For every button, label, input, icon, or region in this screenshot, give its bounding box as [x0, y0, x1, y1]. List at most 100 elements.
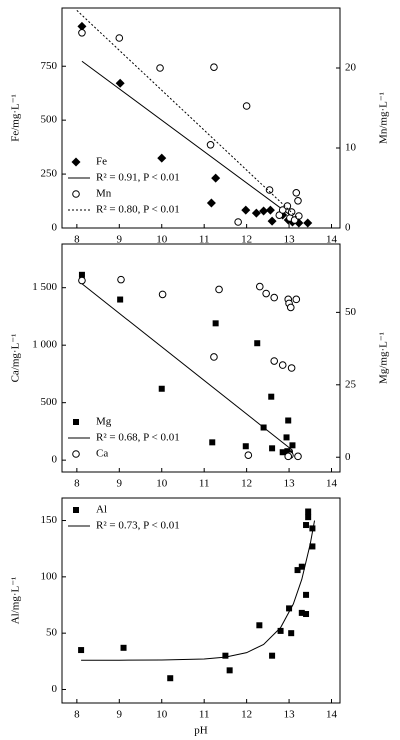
data-point: [210, 63, 218, 71]
data-point: [303, 218, 313, 228]
data-point: [210, 353, 218, 361]
y-tick-label: 1 500: [32, 281, 57, 293]
x-tick-label: 13: [284, 709, 296, 721]
legend-label: Mn: [96, 188, 112, 200]
y-tick-label: 0: [52, 454, 58, 466]
x-tick-label: 8: [74, 709, 80, 721]
plot-frame: [61, 243, 341, 473]
x-tick-label: 12: [241, 709, 252, 721]
x-tick-label: 12: [241, 478, 252, 490]
data-point: [287, 364, 296, 372]
data-point: [256, 622, 263, 629]
data-point: [241, 205, 251, 215]
data-point: [277, 627, 284, 634]
data-point: [158, 290, 167, 299]
data-point: [158, 385, 165, 392]
x-tick-label: 8: [74, 478, 80, 490]
data-point: [77, 21, 87, 31]
x-tick-label: 12: [241, 234, 252, 246]
x-tick-label: 10: [156, 478, 168, 490]
y-tick-label: 100: [41, 570, 58, 582]
x-tick-label: 10: [156, 709, 168, 721]
data-point: [262, 289, 270, 298]
y2-tick-label: 25: [345, 378, 357, 390]
y-tick-label: 500: [41, 396, 58, 408]
data-point: [120, 644, 127, 651]
legend-marker: [73, 419, 79, 425]
data-point: [303, 522, 310, 529]
y2-tick-label: 0: [345, 451, 351, 463]
legend-label: R² = 0.68, P < 0.01: [96, 432, 180, 444]
x-tick-label: 14: [326, 478, 338, 490]
data-point: [226, 667, 233, 674]
data-point: [285, 417, 292, 424]
x-tick-label: 13: [284, 234, 296, 246]
data-point: [157, 153, 167, 163]
data-point: [292, 189, 301, 197]
y-tick-label: 0: [52, 683, 58, 695]
data-point: [303, 611, 310, 618]
legend-label: R² = 0.80, P < 0.01: [96, 204, 180, 216]
plot-frame: [61, 497, 341, 704]
data-point: [206, 198, 216, 208]
data-point: [254, 340, 261, 347]
y-axis-title: Fe/mg·L⁻¹: [10, 94, 22, 142]
data-point: [255, 282, 264, 291]
data-point: [115, 78, 125, 88]
y-axis-title: Ca/mg·L⁻¹: [10, 334, 22, 383]
data-point: [279, 449, 286, 456]
data-point: [278, 206, 287, 214]
y-tick-label: 1 000: [32, 339, 57, 351]
y2-tick-label: 0: [345, 222, 351, 234]
data-point: [305, 508, 312, 515]
data-point: [294, 567, 301, 574]
data-point: [265, 205, 275, 215]
data-point: [284, 452, 293, 461]
data-point: [303, 591, 310, 598]
y-tick-label: 150: [41, 514, 58, 526]
data-point: [78, 647, 85, 654]
data-point: [278, 361, 287, 369]
x-tick-label: 9: [117, 234, 123, 246]
legend-label: Fe: [96, 156, 107, 168]
data-point: [222, 652, 229, 659]
data-point: [268, 393, 275, 400]
data-point: [270, 293, 279, 302]
x-tick-label: 9: [117, 478, 123, 490]
data-point: [265, 186, 274, 194]
x-tick-label: 9: [117, 709, 123, 721]
y2-tick-label: 20: [345, 62, 357, 74]
x-tick-label: 11: [199, 478, 210, 490]
legend-marker: [72, 190, 80, 198]
fit-line: [76, 10, 303, 223]
y-tick-label: 0: [52, 222, 58, 234]
data-point: [294, 197, 302, 205]
y-tick-label: 500: [41, 114, 58, 126]
fit-line: [81, 60, 303, 225]
data-point: [209, 439, 216, 446]
legend-label: R² = 0.91, P < 0.01: [96, 172, 180, 184]
data-point: [242, 443, 249, 450]
data-point: [211, 173, 221, 183]
y2-tick-label: 50: [345, 306, 357, 318]
fit-line: [81, 520, 316, 661]
y-tick-label: 50: [46, 627, 58, 639]
data-point: [156, 64, 164, 72]
data-point: [270, 357, 279, 365]
x-tick-label: 10: [156, 234, 168, 246]
data-point: [259, 206, 269, 216]
data-point: [294, 452, 302, 461]
data-point: [78, 29, 86, 37]
data-point: [167, 675, 174, 682]
data-point: [292, 295, 301, 304]
legend-label: Ca: [96, 448, 108, 460]
data-point: [289, 442, 296, 449]
y-tick-label: 250: [41, 168, 58, 180]
legend-marker: [71, 157, 81, 167]
data-point: [267, 216, 277, 226]
data-point: [234, 218, 242, 226]
data-point: [212, 320, 219, 327]
y2-axis-title: Mn/mg·L⁻¹: [378, 92, 390, 144]
data-point: [269, 652, 276, 659]
data-point: [298, 563, 305, 570]
